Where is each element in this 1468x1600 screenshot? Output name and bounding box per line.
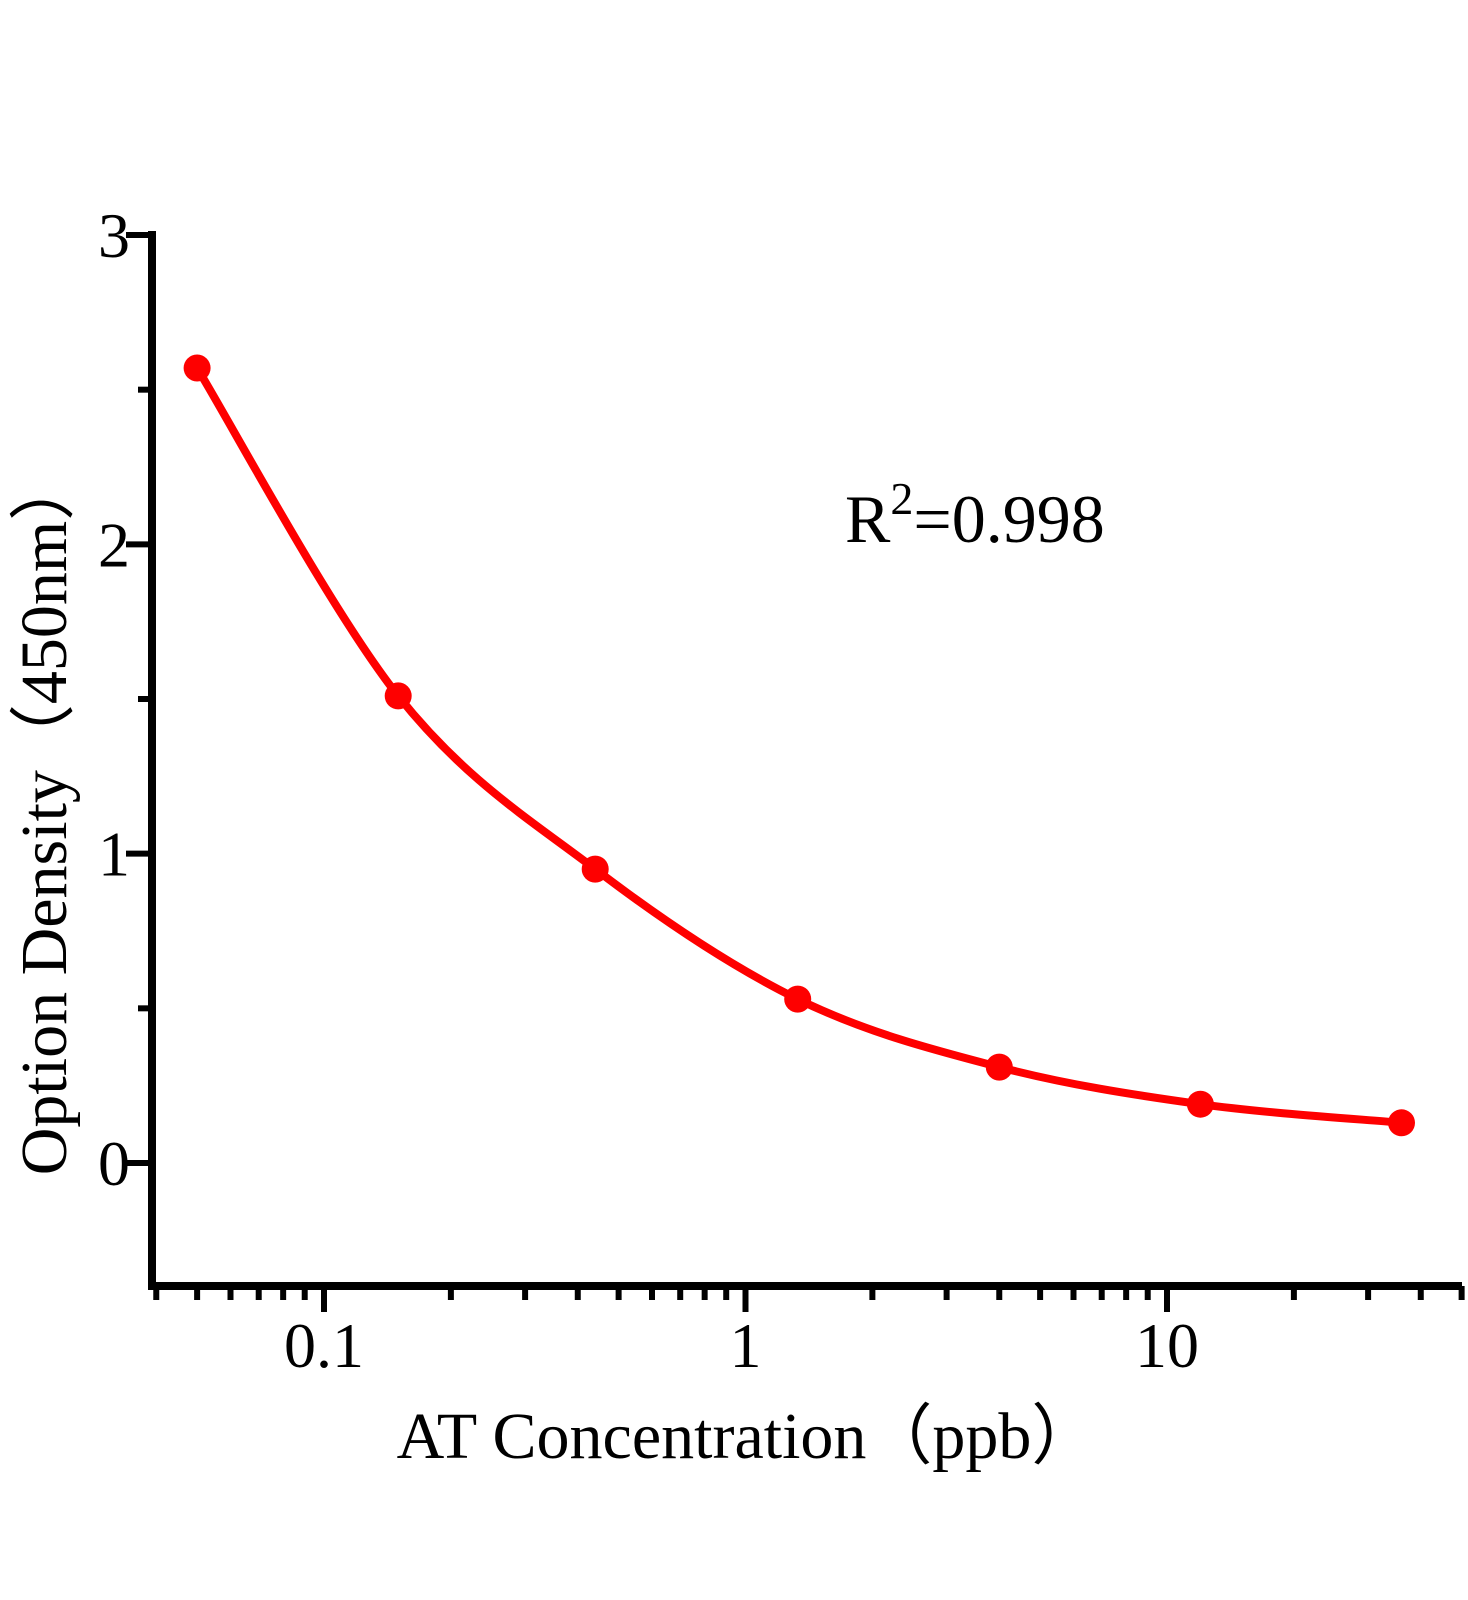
- data-point-marker: [581, 855, 609, 883]
- data-point-marker: [1186, 1090, 1214, 1118]
- y-tick-label: 3: [98, 200, 130, 271]
- x-axis-title: AT Concentration（ppb）: [396, 1400, 1098, 1473]
- r-squared-superscript: 2: [890, 473, 914, 524]
- data-point-marker: [183, 354, 211, 382]
- y-axis-title: Option Density（450nm）: [8, 454, 81, 1176]
- data-point-marker: [1388, 1109, 1415, 1137]
- x-tick-label: 0.1: [284, 1310, 364, 1381]
- x-tick-label: 10: [1135, 1310, 1199, 1381]
- y-tick-label: 0: [98, 1128, 130, 1199]
- y-tick-label: 2: [98, 509, 130, 580]
- data-point-marker: [784, 985, 812, 1013]
- r-squared-base: R: [845, 481, 891, 557]
- y-tick-label: 1: [98, 819, 130, 890]
- data-point-marker: [384, 682, 412, 710]
- r-squared-value: =0.998: [913, 481, 1105, 557]
- x-tick-label: 1: [730, 1310, 762, 1381]
- data-point-marker: [985, 1053, 1013, 1081]
- r-squared-annotation: R2=0.998: [845, 476, 1105, 554]
